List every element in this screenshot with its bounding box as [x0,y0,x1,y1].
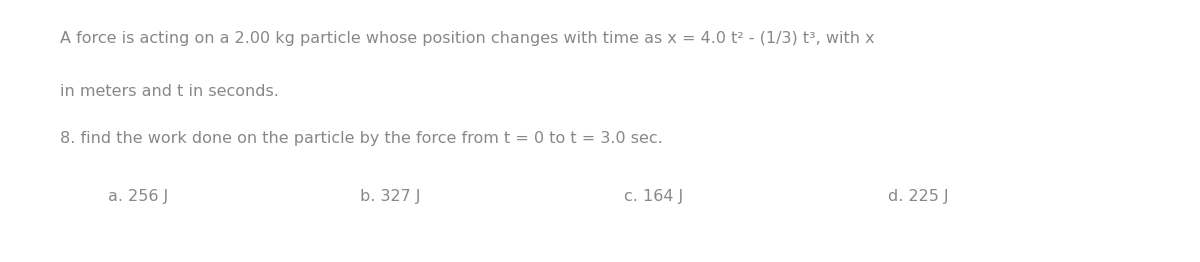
Text: A force is acting on a 2.00 kg particle whose position changes with time as x = : A force is acting on a 2.00 kg particle … [60,31,875,46]
Text: in meters and t in seconds.: in meters and t in seconds. [60,84,278,99]
Text: c. 164 J: c. 164 J [624,189,683,204]
Text: 8. find the work done on the particle by the force from t = 0 to t = 3.0 sec.: 8. find the work done on the particle by… [60,131,662,146]
Text: b. 327 J: b. 327 J [360,189,420,204]
Text: d. 225 J: d. 225 J [888,189,949,204]
Text: a. 256 J: a. 256 J [108,189,168,204]
